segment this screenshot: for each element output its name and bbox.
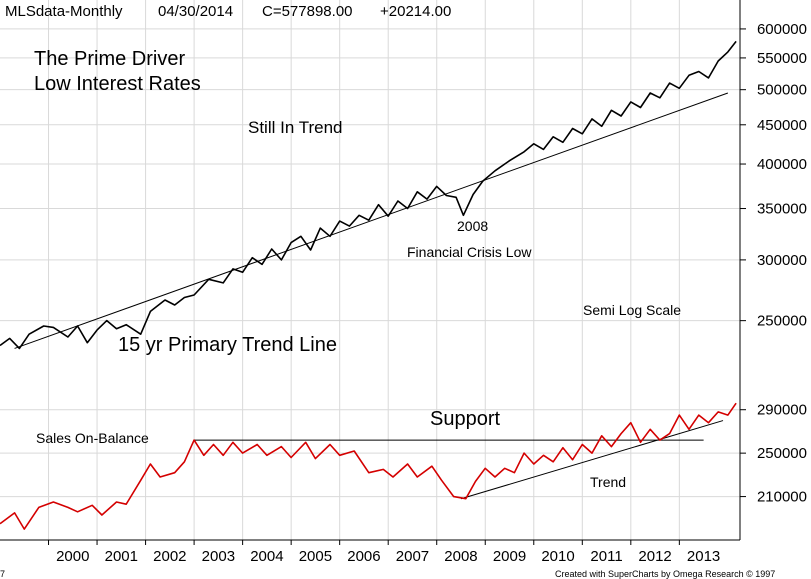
xtick-label-2000: 2000 xyxy=(56,548,89,565)
ytick-label-450000: 450000 xyxy=(757,117,807,134)
upper-series-line-0 xyxy=(0,40,737,350)
lower-series-line-0 xyxy=(0,402,737,530)
xtick-label-2010: 2010 xyxy=(541,548,574,565)
xtick-label-2001: 2001 xyxy=(105,548,138,565)
credit-text: Created with SuperCharts by Omega Resear… xyxy=(555,569,775,579)
chart-date: 04/30/2014 xyxy=(158,3,233,20)
annotation-title-line1: The Prime Driver xyxy=(34,48,185,70)
ytick-label-600000: 600000 xyxy=(757,21,807,38)
gridlines xyxy=(0,0,740,540)
corner-mark: 7 xyxy=(0,569,5,579)
xtick-label-2003: 2003 xyxy=(202,548,235,565)
xtick-label-2002: 2002 xyxy=(153,548,186,565)
ytick-label-350000: 350000 xyxy=(757,201,807,218)
upper-y-axis-ticks: 600000 550000 500000 450000 400000 350000 3000… xyxy=(740,21,807,330)
xtick-label-2004: 2004 xyxy=(250,548,283,565)
xtick-label-2007: 2007 xyxy=(396,548,429,565)
annotation-crisis-low: Financial Crisis Low xyxy=(407,244,532,260)
annotation-trend-line: 15 yr Primary Trend Line xyxy=(118,334,337,356)
annotation-2008: 2008 xyxy=(457,218,488,234)
x-axis-ticks: 2000 2001 2002 2003 2004 2005 2006 2007 2008 2009… xyxy=(48,540,720,565)
xtick-label-2013: 2013 xyxy=(687,548,720,565)
xtick-label-2005: 2005 xyxy=(299,548,332,565)
annotation-trend: Trend xyxy=(590,474,626,490)
annotation-sales-on-balance: Sales On-Balance xyxy=(36,430,149,446)
lower-support-and-trend-lines xyxy=(194,420,724,500)
ytick-label-250000: 250000 xyxy=(757,313,807,330)
chart-symbol: MLSdata-Monthly xyxy=(5,3,123,20)
ytick-label-210000: 210000 xyxy=(757,489,807,506)
xtick-label-2011: 2011 xyxy=(590,548,622,565)
ytick-label-500000: 500000 xyxy=(757,82,807,99)
ytick-label-400000: 400000 xyxy=(757,156,807,173)
upper-price-series xyxy=(0,40,737,350)
xtick-label-2012: 2012 xyxy=(638,548,671,565)
upper-trendline-line xyxy=(14,92,729,349)
annotation-support: Support xyxy=(430,408,500,430)
chart-change: +20214.00 xyxy=(380,3,451,20)
ytick-label-290000: 290000 xyxy=(757,402,807,419)
annotation-semi-log: Semi Log Scale xyxy=(583,302,681,318)
chart-close: C=577898.00 xyxy=(262,3,353,20)
annotation-still-in-trend: Still In Trend xyxy=(248,118,343,137)
upper-trendline xyxy=(14,92,729,349)
ytick-label-300000: 300000 xyxy=(757,252,807,269)
lower-sales-series xyxy=(0,402,737,530)
ytick-label-250000: 250000 xyxy=(757,445,807,462)
xtick-label-2009: 2009 xyxy=(493,548,526,565)
xtick-label-2006: 2006 xyxy=(347,548,380,565)
ytick-label-550000: 550000 xyxy=(757,50,807,67)
lower-trendline xyxy=(460,420,724,500)
annotation-title-line2: Low Interest Rates xyxy=(34,73,201,95)
xtick-label-2008: 2008 xyxy=(444,548,477,565)
lower-y-axis-ticks: 290000 250000 210000 xyxy=(740,402,807,506)
